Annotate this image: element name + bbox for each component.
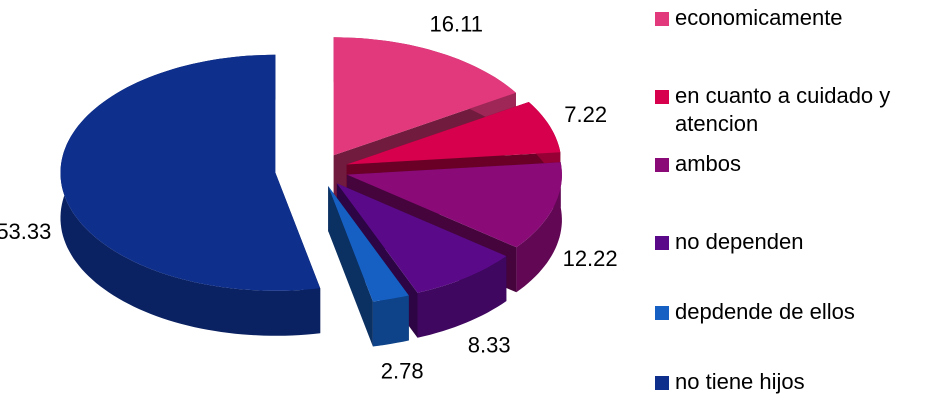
data-label: 8.33 [468, 332, 511, 357]
legend-item: ambos [655, 150, 937, 178]
legend-item: no dependen [655, 228, 937, 256]
pie-area: 16.11 7.22 12.22 8.33 2.78 53.33 [0, 12, 618, 384]
slice-wall [417, 256, 507, 338]
legend-item: en cuanto a cuidado y atencion [655, 82, 937, 138]
data-label: 16.11 [430, 12, 483, 37]
slice-side [328, 186, 373, 347]
slice [333, 37, 516, 156]
legend-label: ambos [675, 151, 742, 176]
legend-label: no tiene hijos [675, 369, 805, 394]
slice-wall [516, 162, 562, 293]
legend-label: depdende de ellos [675, 299, 855, 324]
legend-swatch [655, 12, 669, 26]
slice [346, 102, 561, 165]
slice [328, 186, 409, 302]
slice-wall [372, 295, 409, 347]
legend-swatch [655, 90, 669, 104]
data-label: 2.78 [381, 358, 424, 383]
data-label: 7.22 [564, 102, 607, 127]
data-label: 12.22 [563, 246, 618, 271]
legend-label: en cuanto a cuidado y atencion [675, 83, 891, 136]
legend-swatch [655, 306, 669, 320]
data-label: 53.33 [0, 219, 51, 244]
legend-item: depdende de ellos [655, 298, 937, 326]
legend-label: economicamente [675, 5, 843, 30]
legend-label: no dependen [675, 229, 804, 254]
slice [346, 162, 562, 248]
legend-swatch [655, 236, 669, 250]
legend-swatch [655, 376, 669, 390]
legend-item: economicamente [655, 4, 937, 32]
slice [336, 183, 507, 293]
legend-item: no tiene hijos [655, 368, 937, 396]
legend-swatch [655, 158, 669, 172]
slice [60, 54, 321, 291]
